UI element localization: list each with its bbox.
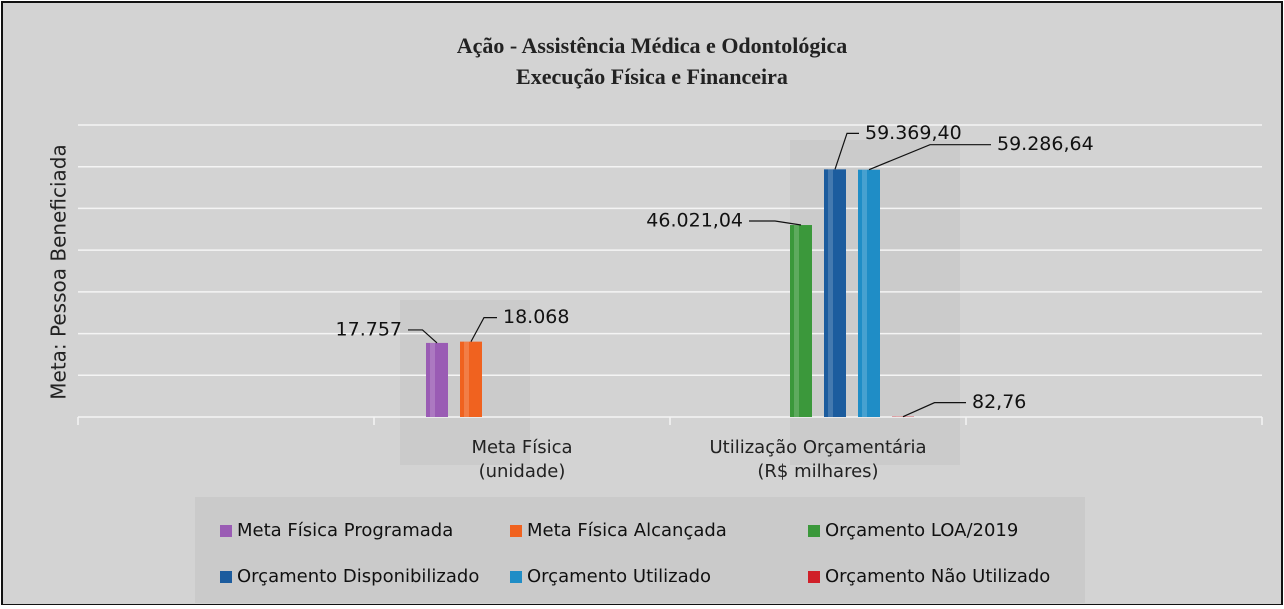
legend-label: Orçamento Disponibilizado	[237, 566, 479, 587]
legend-swatch	[510, 525, 522, 537]
legend-label: Orçamento LOA/2019	[825, 520, 1018, 541]
value-label: 82,76	[972, 391, 1026, 413]
value-label: 17.757	[336, 318, 402, 340]
legend-label: Meta Física Alcançada	[527, 520, 727, 541]
bar	[858, 170, 880, 417]
value-label: 18.068	[503, 306, 569, 328]
chart-subtitle: Execução Física e Financeira	[516, 64, 788, 89]
y-axis-label: Meta: Pessoa Beneficiada	[47, 144, 71, 399]
value-label: 59.369,40	[865, 122, 962, 144]
chart-title: Ação - Assistência Médica e Odontológica	[457, 33, 847, 58]
bar-highlight	[862, 170, 867, 417]
legend-swatch	[808, 525, 820, 537]
legend-swatch	[808, 571, 820, 583]
legend-label: Meta Física Programada	[237, 520, 453, 541]
legend-background	[195, 497, 1085, 603]
value-label: 46.021,04	[646, 210, 743, 232]
bar	[426, 343, 448, 417]
legend-swatch	[220, 525, 232, 537]
bar-highlight	[430, 343, 435, 417]
bar-highlight	[464, 342, 469, 417]
bar-highlight	[828, 169, 833, 417]
legend-swatch	[510, 571, 522, 583]
x-tick-label: Meta Física (unidade)	[377, 436, 667, 484]
bar	[460, 342, 482, 417]
x-tick-label: Utilização Orçamentária (R$ milhares)	[673, 436, 963, 484]
value-label: 59.286,64	[997, 133, 1094, 155]
legend-swatch	[220, 571, 232, 583]
bar-highlight	[794, 225, 799, 417]
bar	[824, 169, 846, 417]
legend-label: Orçamento Utilizado	[527, 566, 711, 587]
legend-label: Orçamento Não Utilizado	[825, 566, 1050, 587]
bar	[790, 225, 812, 417]
